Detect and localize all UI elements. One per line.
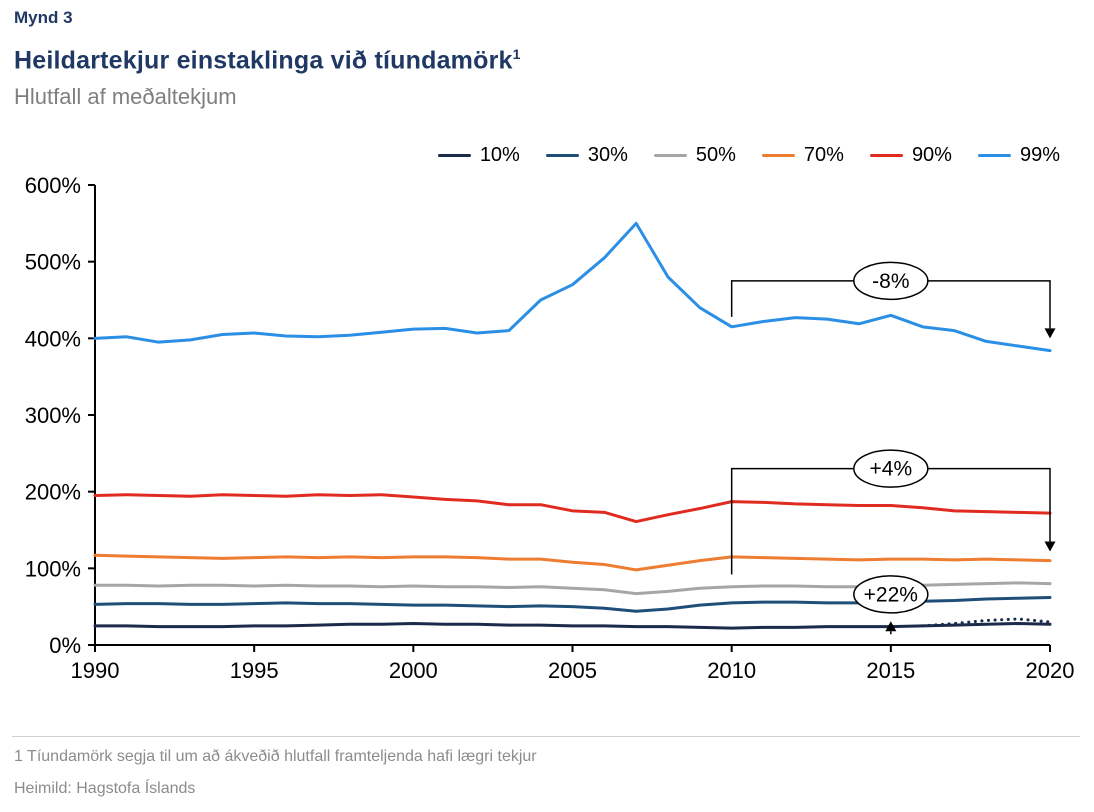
legend-swatch-icon [653,154,687,157]
x-tick-label: 2005 [548,658,597,683]
legend-label: 30% [587,144,628,166]
annotation-arrowhead-up [885,621,897,632]
legend-swatch-icon [545,154,579,157]
legend-swatch-icon [977,154,1011,157]
y-tick-label: 100% [25,556,81,581]
y-tick-label: 0% [49,633,81,658]
y-tick-label: 500% [25,250,81,275]
line-chart: 0% 100% 200% 300% 400% 500% 600% 1990 1995 2000 20… [25,173,1075,683]
annotation-ellipse [853,261,929,301]
annotation-arrowhead-down [1044,328,1056,339]
footnote-marker: 1 [512,46,521,62]
legend-swatch-icon [761,154,795,157]
annotation-label: +4% [870,458,913,481]
series-line-10% [93,622,1052,630]
legend-label: 10% [479,144,520,166]
y-tick-label: 600% [25,173,81,198]
legend-item-50%: 50% [653,144,736,167]
legend-item-70%: 70% [761,144,844,167]
legend-swatch-icon [437,154,471,157]
annotation-ellipse [853,449,929,488]
legend-label: 99% [1019,144,1060,166]
series-line-70% [93,553,1052,572]
legend-label: 70% [803,144,844,166]
legend-item-30%: 30% [545,144,628,167]
legend-item-10%: 10% [437,144,520,167]
figure-label: Mynd 3 [14,8,73,27]
x-tick-label: 1990 [71,658,120,683]
legend-item-99%: 99% [977,144,1060,167]
legend-label: 90% [911,144,952,166]
source-text: Heimild: Hagstofa Íslands [14,780,196,797]
x-tick-label: 2000 [389,658,438,683]
figure-title: Heildartekjur einstaklinga við tíundamör… [14,46,521,75]
series-line-10-dotted [921,617,1052,628]
annotation-arrowhead-down [1044,541,1056,552]
legend-label: 50% [695,144,736,166]
footnote-text: 1 Tíundamörk segja til um að ákveðið hlu… [14,748,537,765]
figure-subtitle: Hlutfall af meðaltekjum [14,84,237,109]
annotation-label: +22% [864,583,918,606]
footer-divider [12,736,1080,737]
y-tick-label: 200% [25,480,81,505]
x-tick-label: 2020 [1026,658,1075,683]
annotation-ellipse [853,575,929,614]
y-tick-label: 300% [25,403,81,428]
legend-swatch-icon [869,154,903,157]
x-tick-label: 1995 [230,658,279,683]
figure-title-text: Heildartekjur einstaklinga við tíundamör… [14,46,513,75]
x-tick-label: 2010 [707,658,756,683]
annotation-label: -8% [872,270,909,293]
legend-item-90%: 90% [869,144,952,167]
series-line-90% [93,493,1052,524]
series-line-99% [93,221,1052,353]
chart-legend: 10% 30% 50% 70% 90% 99% [437,144,1060,167]
y-tick-label: 400% [25,326,81,351]
x-tick-label: 2015 [866,658,915,683]
